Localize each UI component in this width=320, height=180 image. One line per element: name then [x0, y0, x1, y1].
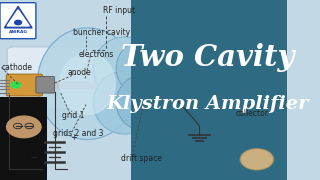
FancyBboxPatch shape [7, 47, 271, 109]
Circle shape [15, 20, 21, 25]
Polygon shape [116, 75, 171, 130]
Polygon shape [37, 28, 138, 140]
FancyBboxPatch shape [36, 76, 54, 93]
Text: electrons: electrons [79, 50, 114, 59]
Text: Klystron Amplifier: Klystron Amplifier [107, 95, 309, 113]
Text: +: + [71, 133, 77, 142]
Polygon shape [93, 71, 156, 134]
Polygon shape [93, 37, 156, 100]
Polygon shape [7, 10, 29, 26]
Circle shape [11, 82, 21, 88]
Text: ANIRAG: ANIRAG [9, 30, 28, 33]
Text: −: − [30, 153, 40, 163]
Polygon shape [151, 74, 194, 117]
Text: Two Cavity: Two Cavity [121, 43, 295, 72]
Polygon shape [4, 6, 32, 28]
Text: drift space: drift space [121, 154, 161, 163]
FancyBboxPatch shape [243, 57, 267, 113]
Text: buncher cavity: buncher cavity [73, 28, 130, 37]
Text: grids 2 and 3: grids 2 and 3 [53, 129, 104, 138]
Polygon shape [135, 47, 184, 97]
Bar [131, 0, 287, 180]
Text: cathode: cathode [1, 63, 32, 72]
Text: anode: anode [68, 68, 91, 76]
FancyBboxPatch shape [6, 74, 43, 96]
Circle shape [240, 149, 274, 170]
Polygon shape [135, 73, 184, 123]
Polygon shape [116, 40, 171, 96]
Bar [221, 74, 247, 96]
Polygon shape [151, 53, 194, 96]
Text: collector: collector [235, 109, 268, 118]
Circle shape [241, 149, 273, 169]
Text: grid 1: grid 1 [62, 111, 84, 120]
Text: RF input: RF input [103, 6, 135, 15]
Polygon shape [60, 53, 115, 114]
FancyBboxPatch shape [0, 3, 36, 39]
Bar [53, 81, 251, 89]
Circle shape [7, 116, 41, 138]
Circle shape [242, 150, 272, 169]
Bar [0, 97, 47, 180]
